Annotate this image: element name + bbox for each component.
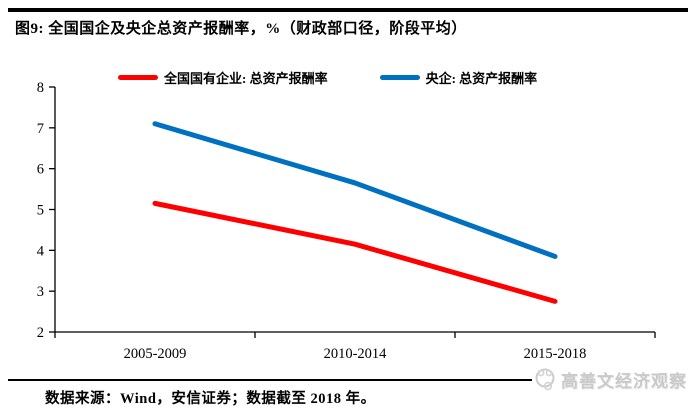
series-line [152,121,558,259]
y-axis-ticks: 2 3 4 5 6 7 8 [37,80,55,341]
legend-label: 全国国有企业: 总资产报酬率 [164,70,328,86]
watermark: 高善文经济观察 [532,364,691,394]
watermark-label: 高善文经济观察 [561,371,687,391]
legend-swatch [118,74,158,80]
x-axis-ticks: 2005-2009 2010-2014 2015-2018 [54,332,656,362]
x-tick-label: 2015-2018 [524,346,587,362]
y-tick-label: 6 [37,162,44,178]
panda-face-icon [535,368,555,391]
legend-item-national-soe: 全国国有企业: 总资产报酬率 [118,68,328,87]
top-divider [8,8,688,12]
x-tick-label: 2005-2009 [124,346,187,362]
legend-swatch [379,74,420,80]
series-line [152,200,558,304]
x-tick-label: 2010-2014 [324,346,388,362]
axes [54,87,655,333]
y-tick-label: 5 [37,203,44,219]
chart-legend: 全国国有企业: 总资产报酬率 央企: 总资产报酬率 [118,68,537,86]
y-tick-label: 4 [37,243,45,259]
y-tick-label: 3 [37,284,44,300]
y-tick-label: 8 [37,80,44,96]
y-tick-label: 2 [37,325,44,341]
data-source-note: 数据来源：Wind，安信证券；数据截至 2018 年。 [45,391,376,407]
y-tick-label: 7 [37,121,44,137]
figure-title: 图9: 全国国企及央企总资产报酬率，%（财政部口径，阶段平均） [15,21,467,37]
legend-item-central-soe: 央企: 总资产报酬率 [379,68,538,87]
legend-label: 央企: 总资产报酬率 [425,70,538,86]
line-chart: 2 3 4 5 6 7 8 2005-2009 2010-2014 2015-2018 [37,80,656,362]
footer-divider [8,379,688,381]
